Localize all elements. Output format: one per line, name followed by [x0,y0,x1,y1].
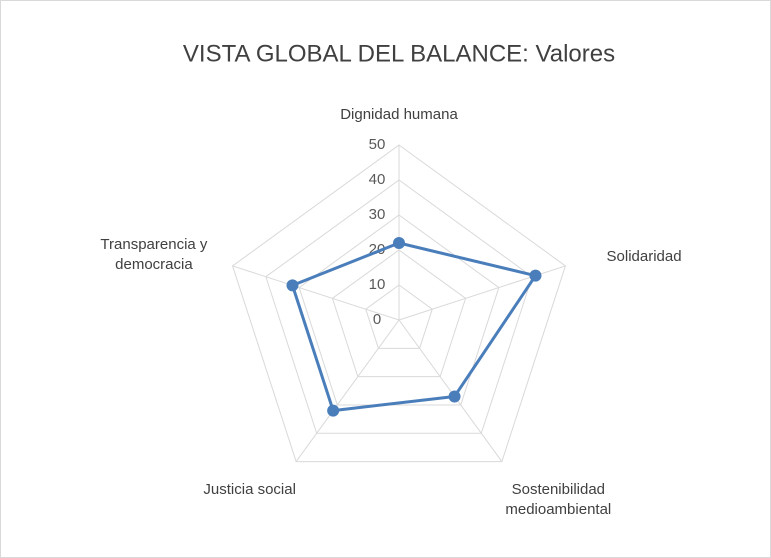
tick-label: 10 [369,276,386,293]
chart-title: VISTA GLOBAL DEL BALANCE: Valores [183,40,615,67]
tick-label: 40 [369,171,386,188]
category-label: Transparencia y democracia [100,236,208,274]
axis-spoke [295,319,400,462]
category-label: Solidaridad [606,248,682,266]
data-point [393,237,405,249]
series-line [290,241,537,413]
axis-spoke [232,265,400,321]
tick-label: 30 [369,206,386,223]
data-point [529,269,542,282]
category-label: Justicia social [203,481,296,499]
axis-spoke [398,319,503,462]
category-label: Dignidad humana [340,106,458,123]
data-point [448,390,461,403]
grid-ring [331,249,467,378]
category-label: Sostenibilidad medioambiental [505,481,612,519]
data-point [286,279,299,292]
tick-label: 0 [373,311,381,328]
grid-ring [265,179,533,434]
data-point [327,404,340,417]
grid-ring [365,284,433,349]
tick-label: 50 [369,136,386,153]
grid-ring [231,144,567,463]
